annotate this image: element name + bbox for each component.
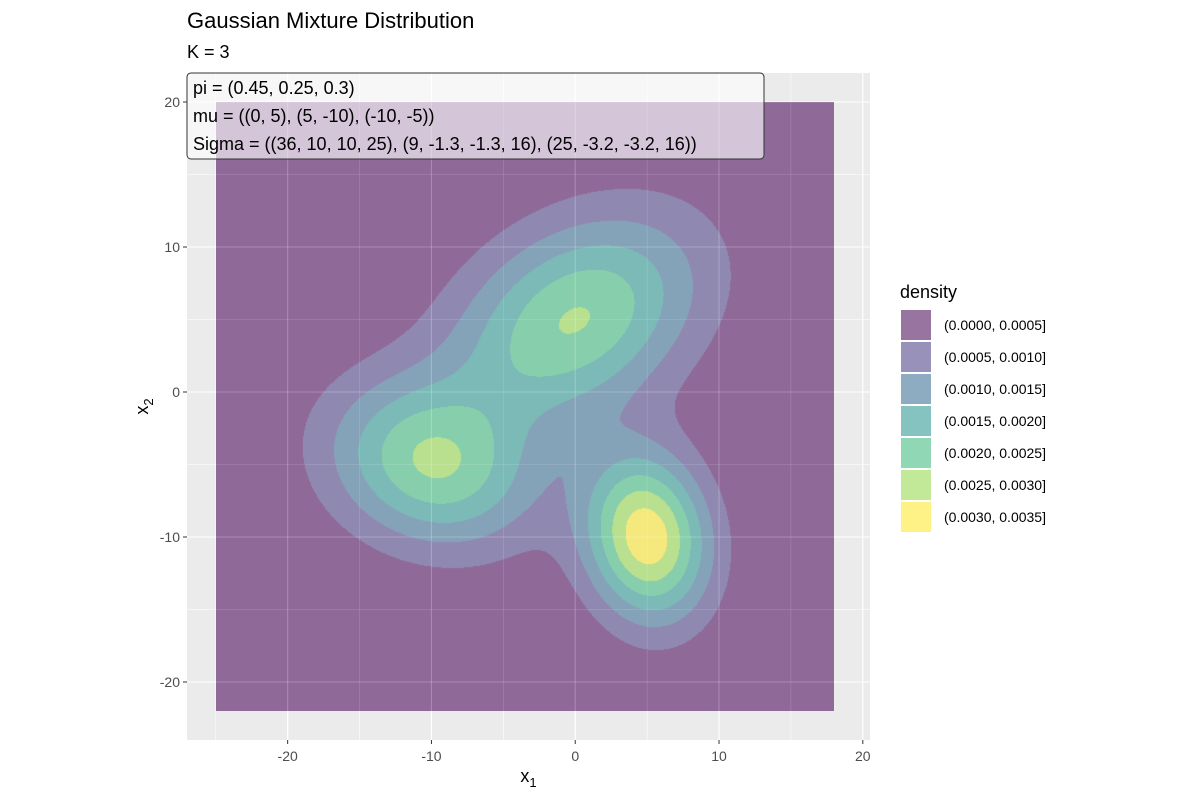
legend-label: (0.0000, 0.0005] [944, 317, 1046, 333]
y-tick-label: 10 [164, 239, 180, 255]
legend-label: (0.0015, 0.0020] [944, 413, 1046, 429]
annotation-box [186, 72, 765, 160]
x-axis: -20 -10 0 10 20 [278, 740, 871, 764]
legend-item: (0.0005, 0.0010] [901, 342, 1046, 372]
parameter-annotation: pi = (0.45, 0.25, 0.3) mu = ((0, 5), (5, … [186, 72, 765, 160]
legend-swatch [901, 470, 931, 500]
legend-swatch [901, 342, 931, 372]
density-raster [216, 102, 834, 711]
annotation-line: Sigma = ((36, 10, 10, 25), (9, -1.3, -1.… [193, 134, 697, 154]
legend-item: (0.0020, 0.0025] [901, 438, 1046, 468]
chart-title: Gaussian Mixture Distribution [187, 8, 474, 33]
legend-label: (0.0020, 0.0025] [944, 445, 1046, 461]
y-axis-title: x2 [132, 398, 156, 414]
y-tick-label: 20 [164, 94, 180, 110]
x-tick-label: 0 [571, 748, 579, 764]
legend-swatch [901, 374, 931, 404]
y-tick-label: 0 [172, 384, 180, 400]
x-tick-label: -10 [421, 748, 441, 764]
y-tick-label: -20 [160, 674, 180, 690]
legend-item: (0.0030, 0.0035] [901, 502, 1046, 532]
y-axis-title-base: x [132, 406, 152, 415]
legend-item: (0.0015, 0.0020] [901, 406, 1046, 436]
legend-label: (0.0025, 0.0030] [944, 477, 1046, 493]
legend-item: (0.0000, 0.0005] [901, 310, 1046, 340]
x-tick-label: -20 [278, 748, 298, 764]
legend-item: (0.0010, 0.0015] [901, 374, 1046, 404]
annotation-line: mu = ((0, 5), (5, -10), (-10, -5)) [193, 106, 435, 126]
y-tick-label: -10 [160, 529, 180, 545]
x-axis-title-subscript: 1 [529, 775, 536, 790]
legend: density (0.0000, 0.0005] (0.0005, 0.0010] (… [900, 282, 1046, 532]
x-tick-label: 10 [711, 748, 727, 764]
legend-title: density [900, 282, 957, 302]
plot-panel [187, 73, 870, 740]
density-surface [216, 102, 834, 711]
chart-subtitle: K = 3 [187, 42, 230, 62]
y-axis: -20 -10 0 10 20 [160, 94, 187, 690]
x-axis-title: x1 [520, 766, 536, 790]
x-tick-label: 20 [855, 748, 871, 764]
legend-swatch [901, 310, 931, 340]
legend-label: (0.0010, 0.0015] [944, 381, 1046, 397]
annotation-line: pi = (0.45, 0.25, 0.3) [193, 78, 355, 98]
x-axis-title-base: x [520, 766, 529, 786]
legend-swatch [901, 438, 931, 468]
y-axis-title-subscript: 2 [141, 398, 156, 405]
legend-item: (0.0025, 0.0030] [901, 470, 1046, 500]
legend-swatch [901, 502, 931, 532]
legend-label: (0.0005, 0.0010] [944, 349, 1046, 365]
legend-label: (0.0030, 0.0035] [944, 509, 1046, 525]
legend-swatch [901, 406, 931, 436]
